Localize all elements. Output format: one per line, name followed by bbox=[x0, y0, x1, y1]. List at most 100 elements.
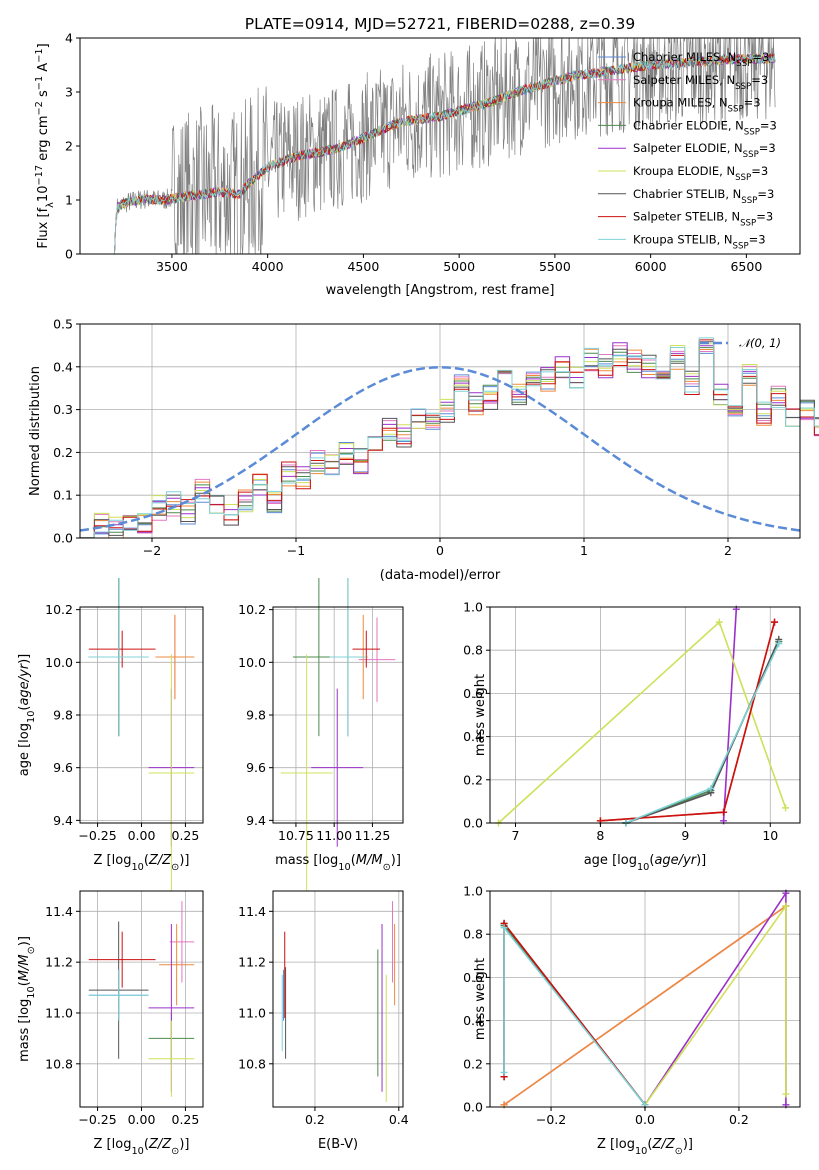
age_vs_mass-xtick-label-1: 11.00 bbox=[316, 828, 352, 843]
residuals-xtick-label-0: −2 bbox=[143, 543, 161, 558]
mass_vs_Z-xlabel: Z [log10(Z/Z⊙)] bbox=[94, 1137, 190, 1157]
mass_weight_vs_age-ytick-label-0: 0.0 bbox=[463, 816, 483, 831]
residuals-xtick-label-2: 0 bbox=[436, 543, 444, 558]
age_vs_Z-ytick-label-4: 10.2 bbox=[45, 602, 73, 617]
mass_weight_vs_Z-ytick-label-1: 0.2 bbox=[463, 1056, 483, 1071]
spectrum-legend-label-5: Kroupa ELODIE, NSSP=3 bbox=[633, 164, 768, 183]
spectrum-xlabel: wavelength [Angstrom, rest frame] bbox=[326, 283, 555, 298]
mass_weight_vs_age-marker-8-2 bbox=[775, 640, 783, 648]
age_vs_mass-ytick-label-0: 9.4 bbox=[246, 813, 266, 828]
residuals-xtick-label-4: 2 bbox=[724, 543, 732, 558]
age_vs_mass-ytick-label-4: 10.2 bbox=[238, 602, 266, 617]
residuals-ytick-label-4: 0.4 bbox=[53, 359, 73, 374]
residuals-hist-chabrier-elodie bbox=[80, 347, 819, 539]
age_vs_Z-ylabel: age [log10(age/yr)] bbox=[17, 654, 37, 777]
mass_weight_vs_Z-series-2 bbox=[503, 905, 787, 1106]
spectrum-legend-label-0: Chabrier MILES, NSSP=3 bbox=[633, 50, 769, 69]
mass_vs_ebv-ytick-label-3: 11.4 bbox=[238, 904, 266, 919]
mass_weight_vs_Z-marker-5-1 bbox=[782, 902, 790, 910]
mass_vs_ebv-ytick-label-1: 11.0 bbox=[238, 1005, 266, 1020]
mass_weight_vs_age-ytick-label-3: 0.6 bbox=[463, 686, 483, 701]
mass_weight_vs_Z-xlabel: Z [log10(Z/Z⊙)] bbox=[597, 1137, 693, 1157]
mass_weight_vs_Z-series-8 bbox=[503, 925, 646, 1106]
mass_weight_vs_age-marker-7-2 bbox=[771, 618, 779, 626]
spectrum-legend-label-2: Kroupa MILES, NSSP=3 bbox=[633, 96, 761, 115]
mass_weight_vs_Z-marker-8-1 bbox=[500, 924, 508, 932]
mass_weight_vs_Z-xtick-label-0: −0.2 bbox=[536, 1112, 566, 1127]
age_vs_Z-xlabel: Z [log10(Z/Z⊙)] bbox=[94, 853, 190, 873]
spectrum-xtick-label-6: 6500 bbox=[730, 259, 762, 274]
mass_weight_vs_age-xtick-label-3: 10 bbox=[762, 828, 778, 843]
mass_vs_Z-xtick-label-0: −0.25 bbox=[78, 1112, 116, 1127]
age_vs_Z-ytick-label-2: 9.8 bbox=[53, 708, 73, 723]
spectrum-model-kroupa-stelib bbox=[114, 53, 776, 255]
residuals-hist-kroupa-stelib bbox=[80, 337, 819, 539]
spectrum-xtick-label-0: 3500 bbox=[156, 259, 188, 274]
spectrum-xtick-label-4: 5500 bbox=[539, 259, 571, 274]
mass_weight_vs_Z-series-4 bbox=[644, 890, 787, 1106]
mass_weight_vs_Z-ytick-label-2: 0.4 bbox=[463, 1013, 483, 1028]
mass_weight_vs_age-ytick-label-4: 0.8 bbox=[463, 643, 483, 658]
age_vs_Z-xtick-label-2: 0.25 bbox=[172, 828, 200, 843]
residuals-ytick-label-2: 0.2 bbox=[53, 445, 73, 460]
mass_vs_Z-xtick-label-2: 0.25 bbox=[172, 1112, 200, 1127]
residuals-ylabel: Normed distribution bbox=[28, 366, 43, 496]
age_vs_Z-xtick-label-1: 0.00 bbox=[128, 828, 156, 843]
residuals-legend-label: 𝒩(0, 1) bbox=[739, 336, 781, 350]
age_vs_Z-ytick-label-0: 9.4 bbox=[53, 813, 73, 828]
mass_weight_vs_age-marker-8-1 bbox=[707, 784, 715, 792]
residuals-xtick-label-3: 1 bbox=[580, 543, 588, 558]
spectrum-ytick-label-4: 4 bbox=[65, 31, 73, 46]
residuals-ytick-label-5: 0.5 bbox=[53, 317, 73, 332]
age_vs_Z-xtick-label-0: −0.25 bbox=[78, 828, 116, 843]
mass_weight_vs_Z-marker-8-0 bbox=[500, 1068, 508, 1076]
spectrum-data-line bbox=[114, 37, 776, 255]
mass_weight_vs_age-series-4 bbox=[722, 609, 738, 821]
spectrum-legend-label-4: Salpeter ELODIE, NSSP=3 bbox=[633, 141, 776, 160]
mass_vs_Z-ylabel: mass [log10(M/M⊙)] bbox=[17, 936, 37, 1062]
mass_weight_vs_age-marker-5-1 bbox=[715, 618, 723, 626]
residuals-ytick-label-0: 0.0 bbox=[53, 531, 73, 546]
mass_vs_ebv-xtick-label-1: 0.4 bbox=[389, 1112, 409, 1127]
mass_weight_vs_Z-ytick-label-4: 0.8 bbox=[463, 927, 483, 942]
residuals-xtick-label-1: −1 bbox=[287, 543, 305, 558]
spectrum-legend-label-1: Salpeter MILES, NSSP=3 bbox=[633, 73, 768, 92]
mass_weight_vs_age-ylabel: mass weight bbox=[473, 674, 488, 756]
figure-title: PLATE=0914, MJD=52721, FIBERID=0288, z=0… bbox=[245, 15, 635, 33]
mass_weight_vs_age-xtick-label-0: 7 bbox=[512, 828, 520, 843]
age_vs_mass-xtick-label-0: 10.75 bbox=[278, 828, 314, 843]
spectrum-ytick-label-1: 1 bbox=[65, 193, 73, 208]
mass_vs_Z-ytick-label-2: 11.2 bbox=[45, 955, 73, 970]
spectrum-legend-label-7: Salpeter STELIB, NSSP=3 bbox=[633, 210, 773, 229]
mass_weight_vs_age-ytick-label-2: 0.4 bbox=[463, 729, 483, 744]
mass_weight_vs_Z-marker-5-2 bbox=[782, 1090, 790, 1098]
mass_weight_vs_age-xtick-label-1: 8 bbox=[596, 828, 604, 843]
mass_weight_vs_age-marker-7-1 bbox=[720, 808, 728, 816]
residuals-normal-curve bbox=[79, 366, 801, 532]
spectrum-ylabel: Flux [fλ10−17 erg cm−2 s−1 A−1] bbox=[34, 43, 56, 248]
mass_weight_vs_Z-series-5 bbox=[644, 903, 787, 1106]
age_vs_mass-ytick-label-3: 10.0 bbox=[238, 655, 266, 670]
age_vs_mass-ytick-label-1: 9.6 bbox=[246, 760, 266, 775]
mass_vs_ebv-ytick-label-0: 10.8 bbox=[238, 1056, 266, 1071]
spectrum-ytick-label-0: 0 bbox=[65, 247, 73, 262]
age_vs_mass-xlabel: mass [log10(M/M⊙)] bbox=[275, 853, 401, 873]
mass_weight_vs_Z-ylabel: mass weight bbox=[473, 958, 488, 1040]
residuals-xlabel: (data-model)/error bbox=[380, 568, 501, 583]
mass_weight_vs_Z-ytick-label-5: 1.0 bbox=[463, 884, 483, 899]
age_vs_mass-ytick-label-2: 9.8 bbox=[246, 708, 266, 723]
mass_vs_ebv-xlabel: E(B-V) bbox=[318, 1137, 358, 1152]
mass_weight_vs_age-xtick-label-2: 9 bbox=[681, 828, 689, 843]
mass_weight_vs_Z-ytick-label-3: 0.6 bbox=[463, 970, 483, 985]
mass_weight_vs_Z-ytick-label-0: 0.0 bbox=[463, 1100, 483, 1115]
age_vs_Z-ytick-label-3: 10.0 bbox=[45, 655, 73, 670]
mass_vs_ebv-xtick-label-0: 0.2 bbox=[305, 1112, 325, 1127]
spectrum-ytick-label-2: 2 bbox=[65, 139, 73, 154]
residuals-ytick-label-1: 0.1 bbox=[53, 488, 73, 503]
spectrum-legend-label-3: Chabrier ELODIE, NSSP=3 bbox=[633, 118, 777, 137]
residuals-ytick-label-3: 0.3 bbox=[53, 402, 73, 417]
mass_weight_vs_age-xlabel: age [log10(age/yr)] bbox=[584, 853, 707, 873]
mass_weight_vs_age-series-6 bbox=[625, 639, 780, 824]
mass_weight_vs_age-marker-5-2 bbox=[782, 804, 790, 812]
